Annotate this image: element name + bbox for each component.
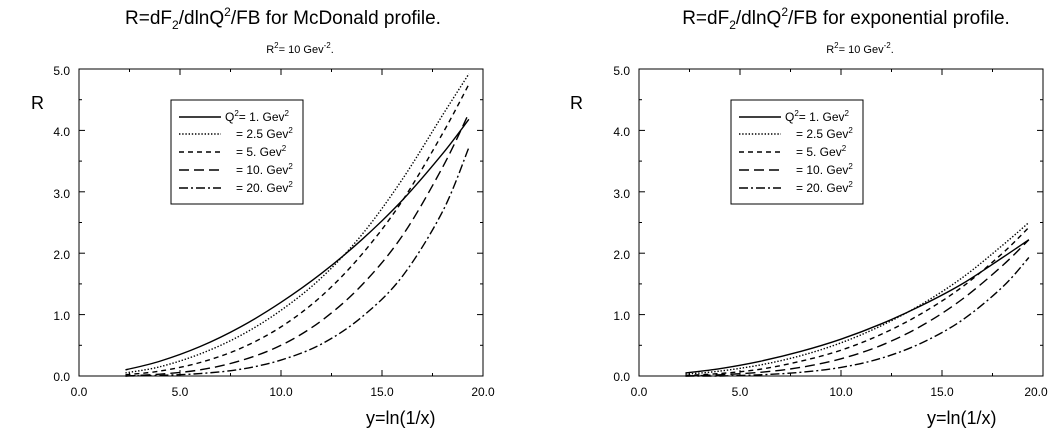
x-tick-label: 10.0	[829, 385, 853, 399]
series-line-4	[685, 239, 1030, 377]
legend-label: = 2.5 Gev2	[236, 126, 293, 141]
y-tick-label: 4.0	[613, 125, 630, 139]
series-lines	[125, 73, 470, 377]
series-line-3	[125, 84, 470, 376]
legend-label: = 20. Gev2	[796, 180, 853, 195]
x-tick-label: 10.0	[269, 385, 293, 399]
y-axis-label: R	[570, 93, 583, 113]
legend-label: Q2= 1. Gev2	[225, 109, 290, 124]
legend-label: Q2= 1. Gev2	[785, 109, 850, 124]
chart-title: R=dF2/dlnQ2/FB for exponential profile.	[682, 5, 1010, 32]
series-lines	[685, 221, 1030, 377]
y-tick-label: 3.0	[613, 187, 630, 201]
y-tick-label: 2.0	[53, 248, 70, 262]
series-line-5	[685, 257, 1030, 377]
y-tick-label: 5.0	[53, 64, 70, 78]
legend-label: = 5. Gev2	[796, 144, 847, 159]
y-tick-labels: 0.0 1.0 2.0 3.0 4.0 5.0	[613, 64, 630, 384]
y-tick-labels: 0.0 1.0 2.0 3.0 4.0 5.0	[53, 64, 70, 384]
legend-label: = 5. Gev2	[236, 144, 287, 159]
plot-frame	[638, 68, 1044, 377]
y-tick-label: 0.0	[53, 370, 70, 384]
legend: Q2= 1. Gev2 = 2.5 Gev2 = 5. Gev2 = 10. G…	[730, 99, 864, 205]
y-tick-label: 1.0	[613, 309, 630, 323]
legend-label: = 2.5 Gev2	[796, 126, 853, 141]
series-line-5	[125, 147, 470, 377]
x-tick-label: 15.0	[930, 385, 954, 399]
series-line-1	[685, 239, 1030, 374]
legend-label: = 10. Gev2	[236, 162, 293, 177]
plot-frame	[78, 68, 484, 377]
legend-label: = 10. Gev2	[796, 162, 853, 177]
y-axis-label: R	[31, 93, 44, 113]
x-tick-label: 5.0	[172, 385, 189, 399]
x-tick-label: 15.0	[370, 385, 394, 399]
series-line-3	[685, 226, 1030, 377]
series-line-2	[685, 221, 1030, 375]
x-tick-labels: 0.0 5.0 10.0 15.0 20.0	[631, 385, 1048, 399]
chart-right: R=dF2/dlnQ2/FB for exponential profile. …	[570, 5, 1048, 428]
y-tick-label: 2.0	[613, 248, 630, 262]
x-axis-label: y=ln(1/x)	[366, 408, 436, 428]
legend-label: = 20. Gev2	[236, 180, 293, 195]
legend: Q2= 1. Gev2 = 2.5 Gev2 = 5. Gev2 = 10. G…	[170, 99, 304, 205]
y-tick-label: 5.0	[613, 64, 630, 78]
chart-left: R=dF2/dlnQ2/FB for McDonald profile. R2=…	[31, 5, 495, 428]
x-tick-labels: 0.0 5.0 10.0 15.0 20.0	[71, 385, 495, 399]
x-tick-label: 0.0	[631, 385, 648, 399]
y-tick-label: 1.0	[53, 309, 70, 323]
y-tick-label: 4.0	[53, 125, 70, 139]
y-tick-label: 0.0	[613, 370, 630, 384]
chart-subtitle: R2= 10 Gev-2.	[826, 41, 894, 56]
x-tick-label: 0.0	[71, 385, 88, 399]
x-tick-label: 20.0	[1024, 385, 1048, 399]
series-line-1	[125, 118, 470, 371]
chart-subtitle: R2= 10 Gev-2.	[266, 41, 334, 56]
x-tick-label: 5.0	[732, 385, 749, 399]
chart-title: R=dF2/dlnQ2/FB for McDonald profile.	[125, 5, 441, 32]
x-axis-label: y=ln(1/x)	[927, 408, 997, 428]
y-tick-label: 3.0	[53, 187, 70, 201]
x-tick-label: 20.0	[471, 385, 495, 399]
series-line-4	[125, 112, 470, 377]
